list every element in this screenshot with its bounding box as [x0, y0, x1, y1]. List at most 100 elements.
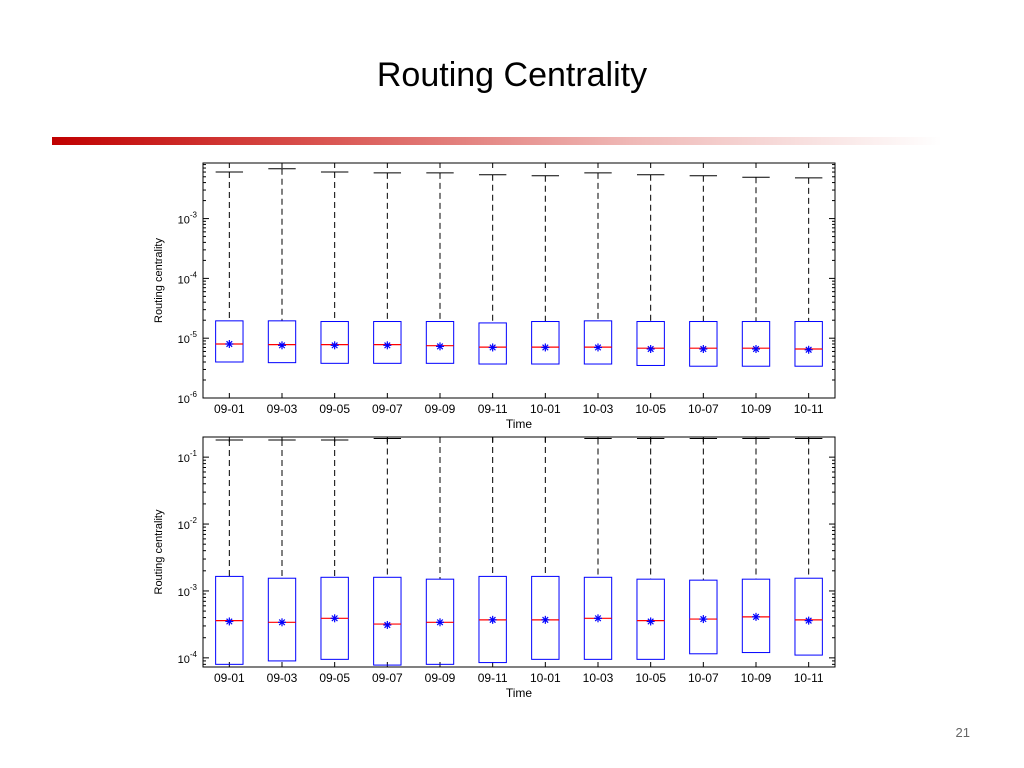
y-axis-label: Routing centrality: [153, 509, 165, 594]
mean-marker: [278, 341, 286, 350]
mean-marker-stroke: [700, 345, 707, 353]
iqr-box: [373, 576, 402, 666]
x-tick-label: 10-01: [530, 671, 561, 685]
iqr-box: [531, 321, 560, 365]
x-tick-label: 09-03: [267, 671, 298, 685]
mean-marker: [804, 616, 813, 625]
mean-marker: [541, 615, 550, 624]
mean-marker-stroke: [331, 615, 338, 622]
box-09-01: 09-01: [214, 163, 245, 416]
x-tick-label: 09-01: [214, 671, 245, 685]
box-10-03: 10-03: [583, 437, 614, 685]
x-tick-label: 09-07: [372, 402, 403, 416]
iqr-box: [636, 321, 665, 366]
y-axis-label: Routing centrality: [153, 238, 165, 323]
x-tick-label: 10-01: [530, 402, 561, 416]
mean-marker-stroke: [278, 619, 286, 626]
iqr-box: [583, 320, 613, 365]
mean-marker: [383, 620, 392, 629]
x-tick-label: 09-07: [372, 671, 403, 685]
mean-marker-stroke: [752, 345, 760, 353]
mean-marker: [330, 341, 339, 350]
plot-frame: [202, 436, 836, 668]
x-tick-label: 10-07: [688, 671, 719, 685]
mean-marker: [752, 612, 760, 621]
iqr-box: [794, 577, 823, 656]
mean-marker-stroke: [805, 346, 812, 354]
mean-marker-stroke: [594, 344, 602, 351]
mean-marker-stroke: [594, 615, 602, 622]
y-tick-label: 10-1: [178, 449, 198, 465]
mean-marker: [436, 342, 444, 351]
box-10-03: 10-03: [583, 163, 614, 416]
y-tick-label: 10-5: [178, 330, 198, 346]
mean-marker-stroke: [752, 613, 760, 621]
mean-marker: [278, 618, 286, 627]
iqr-box: [741, 578, 771, 654]
x-tick-label: 10-05: [635, 671, 666, 685]
mean-marker: [699, 615, 708, 624]
x-tick-label: 10-11: [794, 402, 824, 416]
box-10-11: 10-11: [794, 437, 824, 685]
x-tick-label: 09-05: [319, 402, 350, 416]
iqr-box: [478, 322, 507, 365]
mean-marker-stroke: [278, 342, 286, 349]
y-tick-label: 10-4: [178, 650, 198, 666]
mean-marker-stroke: [542, 344, 549, 351]
iqr-box: [689, 321, 718, 367]
mean-marker-stroke: [647, 618, 654, 625]
mean-marker: [383, 341, 392, 350]
mean-marker-stroke: [489, 344, 496, 351]
x-tick-label: 09-05: [319, 671, 350, 685]
x-tick-label: 09-01: [214, 402, 245, 416]
box-09-09: 09-09: [425, 436, 456, 685]
page-number: 21: [955, 725, 970, 740]
box-09-09: 09-09: [425, 163, 456, 416]
x-tick-label: 09-11: [478, 671, 508, 685]
box-09-05: 09-05: [319, 163, 350, 416]
iqr-box: [267, 577, 297, 662]
box-10-05: 10-05: [635, 437, 666, 685]
iqr-box: [794, 321, 823, 367]
mean-marker: [488, 615, 497, 624]
mean-marker-stroke: [647, 345, 654, 353]
mean-marker: [699, 344, 708, 353]
x-axis-label: Time: [506, 686, 533, 700]
box-10-09: 10-09: [741, 163, 772, 416]
iqr-box: [636, 578, 665, 660]
x-tick-label: 10-03: [583, 402, 614, 416]
box-10-11: 10-11: [794, 163, 824, 416]
mean-marker-stroke: [226, 618, 233, 625]
mean-marker: [646, 617, 655, 626]
mean-marker: [488, 343, 497, 352]
mean-marker-stroke: [226, 340, 233, 348]
mean-marker-stroke: [331, 342, 338, 349]
box-09-03: 09-03: [267, 437, 298, 685]
iqr-box: [320, 321, 349, 364]
mean-marker-stroke: [436, 619, 444, 626]
y-tick-label: 10-4: [178, 270, 198, 286]
iqr-box: [741, 321, 771, 367]
box-10-07: 10-07: [688, 437, 719, 685]
mean-marker: [804, 345, 813, 354]
mean-marker-stroke: [384, 342, 391, 349]
mean-marker-stroke: [700, 615, 707, 623]
mean-marker-stroke: [384, 621, 391, 629]
x-tick-label: 10-09: [741, 671, 772, 685]
mean-marker: [594, 614, 602, 623]
iqr-box: [425, 321, 455, 364]
mean-marker-stroke: [489, 616, 496, 624]
y-tick-label: 10-6: [178, 390, 198, 406]
mean-marker-stroke: [542, 616, 549, 624]
iqr-box: [267, 320, 297, 364]
box-09-05: 09-05: [319, 437, 350, 685]
x-tick-label: 10-05: [635, 402, 666, 416]
y-tick-label: 10-3: [178, 211, 198, 227]
box-10-09: 10-09: [741, 437, 772, 685]
box-10-01: 10-01: [530, 163, 561, 416]
mean-marker: [225, 617, 234, 626]
y-tick-label: 10-3: [178, 583, 198, 599]
